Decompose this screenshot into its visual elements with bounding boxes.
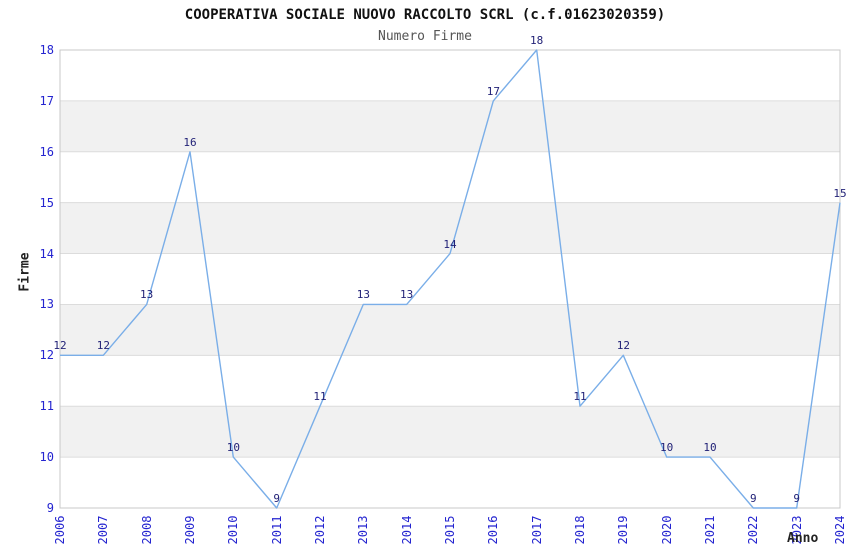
point-label: 12: [53, 339, 67, 353]
x-tick-label: 2019: [616, 515, 631, 545]
y-tick-label: 12: [39, 348, 54, 363]
x-tick-label: 2018: [573, 515, 587, 545]
band-row: [60, 202, 840, 254]
point-label: 15: [833, 186, 847, 200]
point-label: 10: [660, 441, 674, 455]
x-tick-label: 2021: [703, 515, 717, 545]
y-tick-label: 13: [39, 297, 54, 312]
y-tick-label: 10: [39, 450, 54, 465]
point-label: 9: [750, 492, 757, 505]
point-label: 14: [443, 237, 457, 251]
y-tick-label: 18: [39, 43, 54, 57]
band-row: [60, 304, 840, 356]
point-label: 13: [400, 288, 414, 302]
x-tick-label: 2007: [96, 515, 111, 545]
y-tick-label: 15: [39, 195, 54, 210]
x-tick-label: 2013: [356, 515, 371, 545]
band-row: [60, 406, 840, 458]
band-row: [60, 100, 840, 152]
point-label: 10: [703, 441, 717, 455]
point-label: 9: [793, 492, 800, 505]
chart-title: COOPERATIVA SOCIALE NUOVO RACCOLTO SCRL …: [184, 7, 666, 23]
x-tick-label: 2014: [399, 515, 414, 545]
y-tick-label: 17: [39, 93, 54, 108]
x-tick-label: 2008: [139, 515, 154, 545]
x-axis-title: Anno: [787, 531, 819, 546]
point-label: 16: [183, 135, 197, 149]
point-label: 12: [616, 339, 630, 353]
x-tick-label: 2020: [659, 515, 674, 545]
plot-border: [59, 49, 841, 509]
x-tick-label: 2022: [746, 515, 761, 545]
x-tick-label: 2015: [443, 515, 457, 545]
x-tick-label: 2017: [529, 515, 544, 545]
x-tick-label: 2012: [313, 515, 327, 545]
point-label: 13: [356, 288, 370, 302]
point-label: 18: [530, 34, 544, 47]
point-label: 9: [273, 492, 280, 505]
x-tick-label: 2006: [53, 515, 67, 545]
point-label: 11: [313, 390, 327, 404]
point-label: 13: [140, 288, 154, 302]
y-tick-label: 11: [39, 399, 54, 414]
point-label: 11: [573, 390, 587, 404]
data-line: [60, 49, 841, 509]
point-label: 12: [96, 339, 110, 353]
y-tick-label: 16: [39, 144, 54, 159]
y-tick-label: 14: [39, 246, 54, 261]
y-tick-label: 9: [46, 501, 54, 515]
point-label: 10: [226, 441, 240, 455]
x-tick-label: 2024: [833, 515, 847, 545]
x-tick-label: 2011: [269, 515, 284, 545]
x-tick-label: 2009: [183, 515, 197, 545]
x-tick-label: 2016: [486, 515, 501, 545]
chart-subtitle: Numero Firme: [378, 29, 472, 44]
x-tick-label: 2010: [226, 515, 241, 545]
point-label: 17: [486, 84, 500, 98]
